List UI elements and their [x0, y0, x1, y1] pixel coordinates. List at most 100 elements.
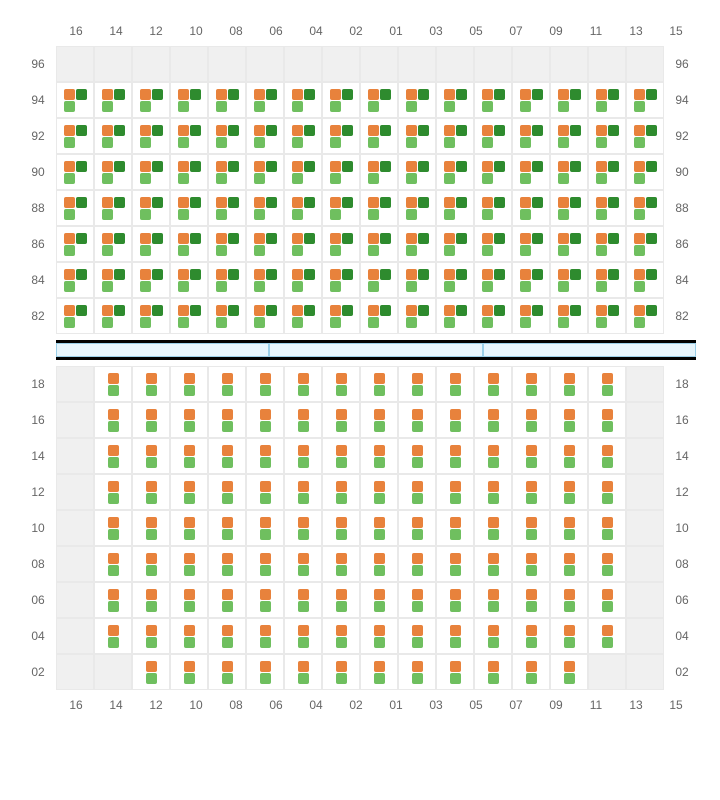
- indicator-square: [418, 161, 429, 172]
- port-cell: [322, 82, 360, 118]
- port-cell: [436, 618, 474, 654]
- indicator-square: [558, 89, 569, 100]
- indicator-square: [482, 245, 493, 256]
- row-label: 14: [20, 449, 56, 463]
- indicator-square: [298, 601, 309, 612]
- indicator-square: [140, 281, 151, 292]
- indicator-square: [190, 197, 201, 208]
- indicator-square: [456, 125, 467, 136]
- indicator-square: [412, 625, 423, 636]
- indicator-square: [190, 233, 201, 244]
- indicator-square: [140, 269, 151, 280]
- port-cell: [436, 582, 474, 618]
- indicator-square: [228, 233, 239, 244]
- port-cell: [398, 402, 436, 438]
- port-cell: [512, 154, 550, 190]
- column-label: 05: [456, 694, 496, 716]
- port-cell: [398, 618, 436, 654]
- indicator-square: [260, 517, 271, 528]
- indicator-square: [178, 173, 189, 184]
- indicator-square: [482, 101, 493, 112]
- indicator-square: [146, 517, 157, 528]
- indicator-square: [336, 517, 347, 528]
- indicator-square: [216, 173, 227, 184]
- indicator-square: [608, 269, 619, 280]
- indicator-square: [266, 161, 277, 172]
- column-label: 10: [176, 20, 216, 42]
- indicator-square: [108, 565, 119, 576]
- indicator-square: [330, 101, 341, 112]
- column-label: 10: [176, 694, 216, 716]
- indicator-square: [260, 409, 271, 420]
- indicator-square: [140, 161, 151, 172]
- port-cell: [360, 82, 398, 118]
- indicator-square: [368, 101, 379, 112]
- port-cell: [208, 654, 246, 690]
- indicator-square: [488, 637, 499, 648]
- indicator-square: [298, 445, 309, 456]
- column-label: 11: [576, 20, 616, 42]
- indicator-square: [336, 589, 347, 600]
- indicator-square: [152, 197, 163, 208]
- indicator-square: [184, 625, 195, 636]
- indicator-square: [634, 197, 645, 208]
- indicator-square: [330, 245, 341, 256]
- empty-cell: [626, 46, 664, 82]
- indicator-square: [114, 269, 125, 280]
- port-cell: [360, 618, 398, 654]
- port-cell: [550, 654, 588, 690]
- indicator-square: [102, 209, 113, 220]
- indicator-square: [374, 385, 385, 396]
- indicator-square: [184, 457, 195, 468]
- indicator-square: [108, 589, 119, 600]
- port-cell: [132, 226, 170, 262]
- indicator-square: [336, 553, 347, 564]
- row-label: 12: [664, 485, 700, 499]
- row-label: 08: [664, 557, 700, 571]
- indicator-square: [596, 317, 607, 328]
- indicator-square: [216, 317, 227, 328]
- indicator-square: [520, 137, 531, 148]
- indicator-square: [526, 457, 537, 468]
- indicator-square: [152, 305, 163, 316]
- port-cell: [436, 546, 474, 582]
- port-cell: [246, 226, 284, 262]
- indicator-square: [520, 101, 531, 112]
- port-cell: [512, 366, 550, 402]
- indicator-square: [76, 269, 87, 280]
- indicator-square: [646, 161, 657, 172]
- port-cell: [626, 262, 664, 298]
- indicator-square: [634, 317, 645, 328]
- indicator-square: [64, 137, 75, 148]
- port-cell: [398, 546, 436, 582]
- port-cell: [512, 474, 550, 510]
- port-cell: [588, 582, 626, 618]
- indicator-square: [374, 565, 385, 576]
- grid-row: 1010: [20, 510, 720, 546]
- empty-cell: [246, 46, 284, 82]
- empty-cell: [550, 46, 588, 82]
- indicator-square: [140, 137, 151, 148]
- port-cell: [322, 226, 360, 262]
- indicator-square: [526, 385, 537, 396]
- port-cell: [398, 510, 436, 546]
- indicator-square: [602, 481, 613, 492]
- port-cell: [170, 474, 208, 510]
- indicator-square: [488, 529, 499, 540]
- port-cell: [284, 262, 322, 298]
- indicator-square: [646, 197, 657, 208]
- indicator-square: [114, 233, 125, 244]
- indicator-square: [64, 233, 75, 244]
- indicator-square: [260, 529, 271, 540]
- port-cell: [208, 190, 246, 226]
- indicator-square: [602, 625, 613, 636]
- empty-cell: [56, 402, 94, 438]
- indicator-square: [602, 385, 613, 396]
- port-cell: [588, 402, 626, 438]
- indicator-square: [374, 409, 385, 420]
- indicator-square: [596, 209, 607, 220]
- port-cell: [474, 510, 512, 546]
- indicator-square: [602, 373, 613, 384]
- port-cell: [132, 402, 170, 438]
- indicator-square: [494, 89, 505, 100]
